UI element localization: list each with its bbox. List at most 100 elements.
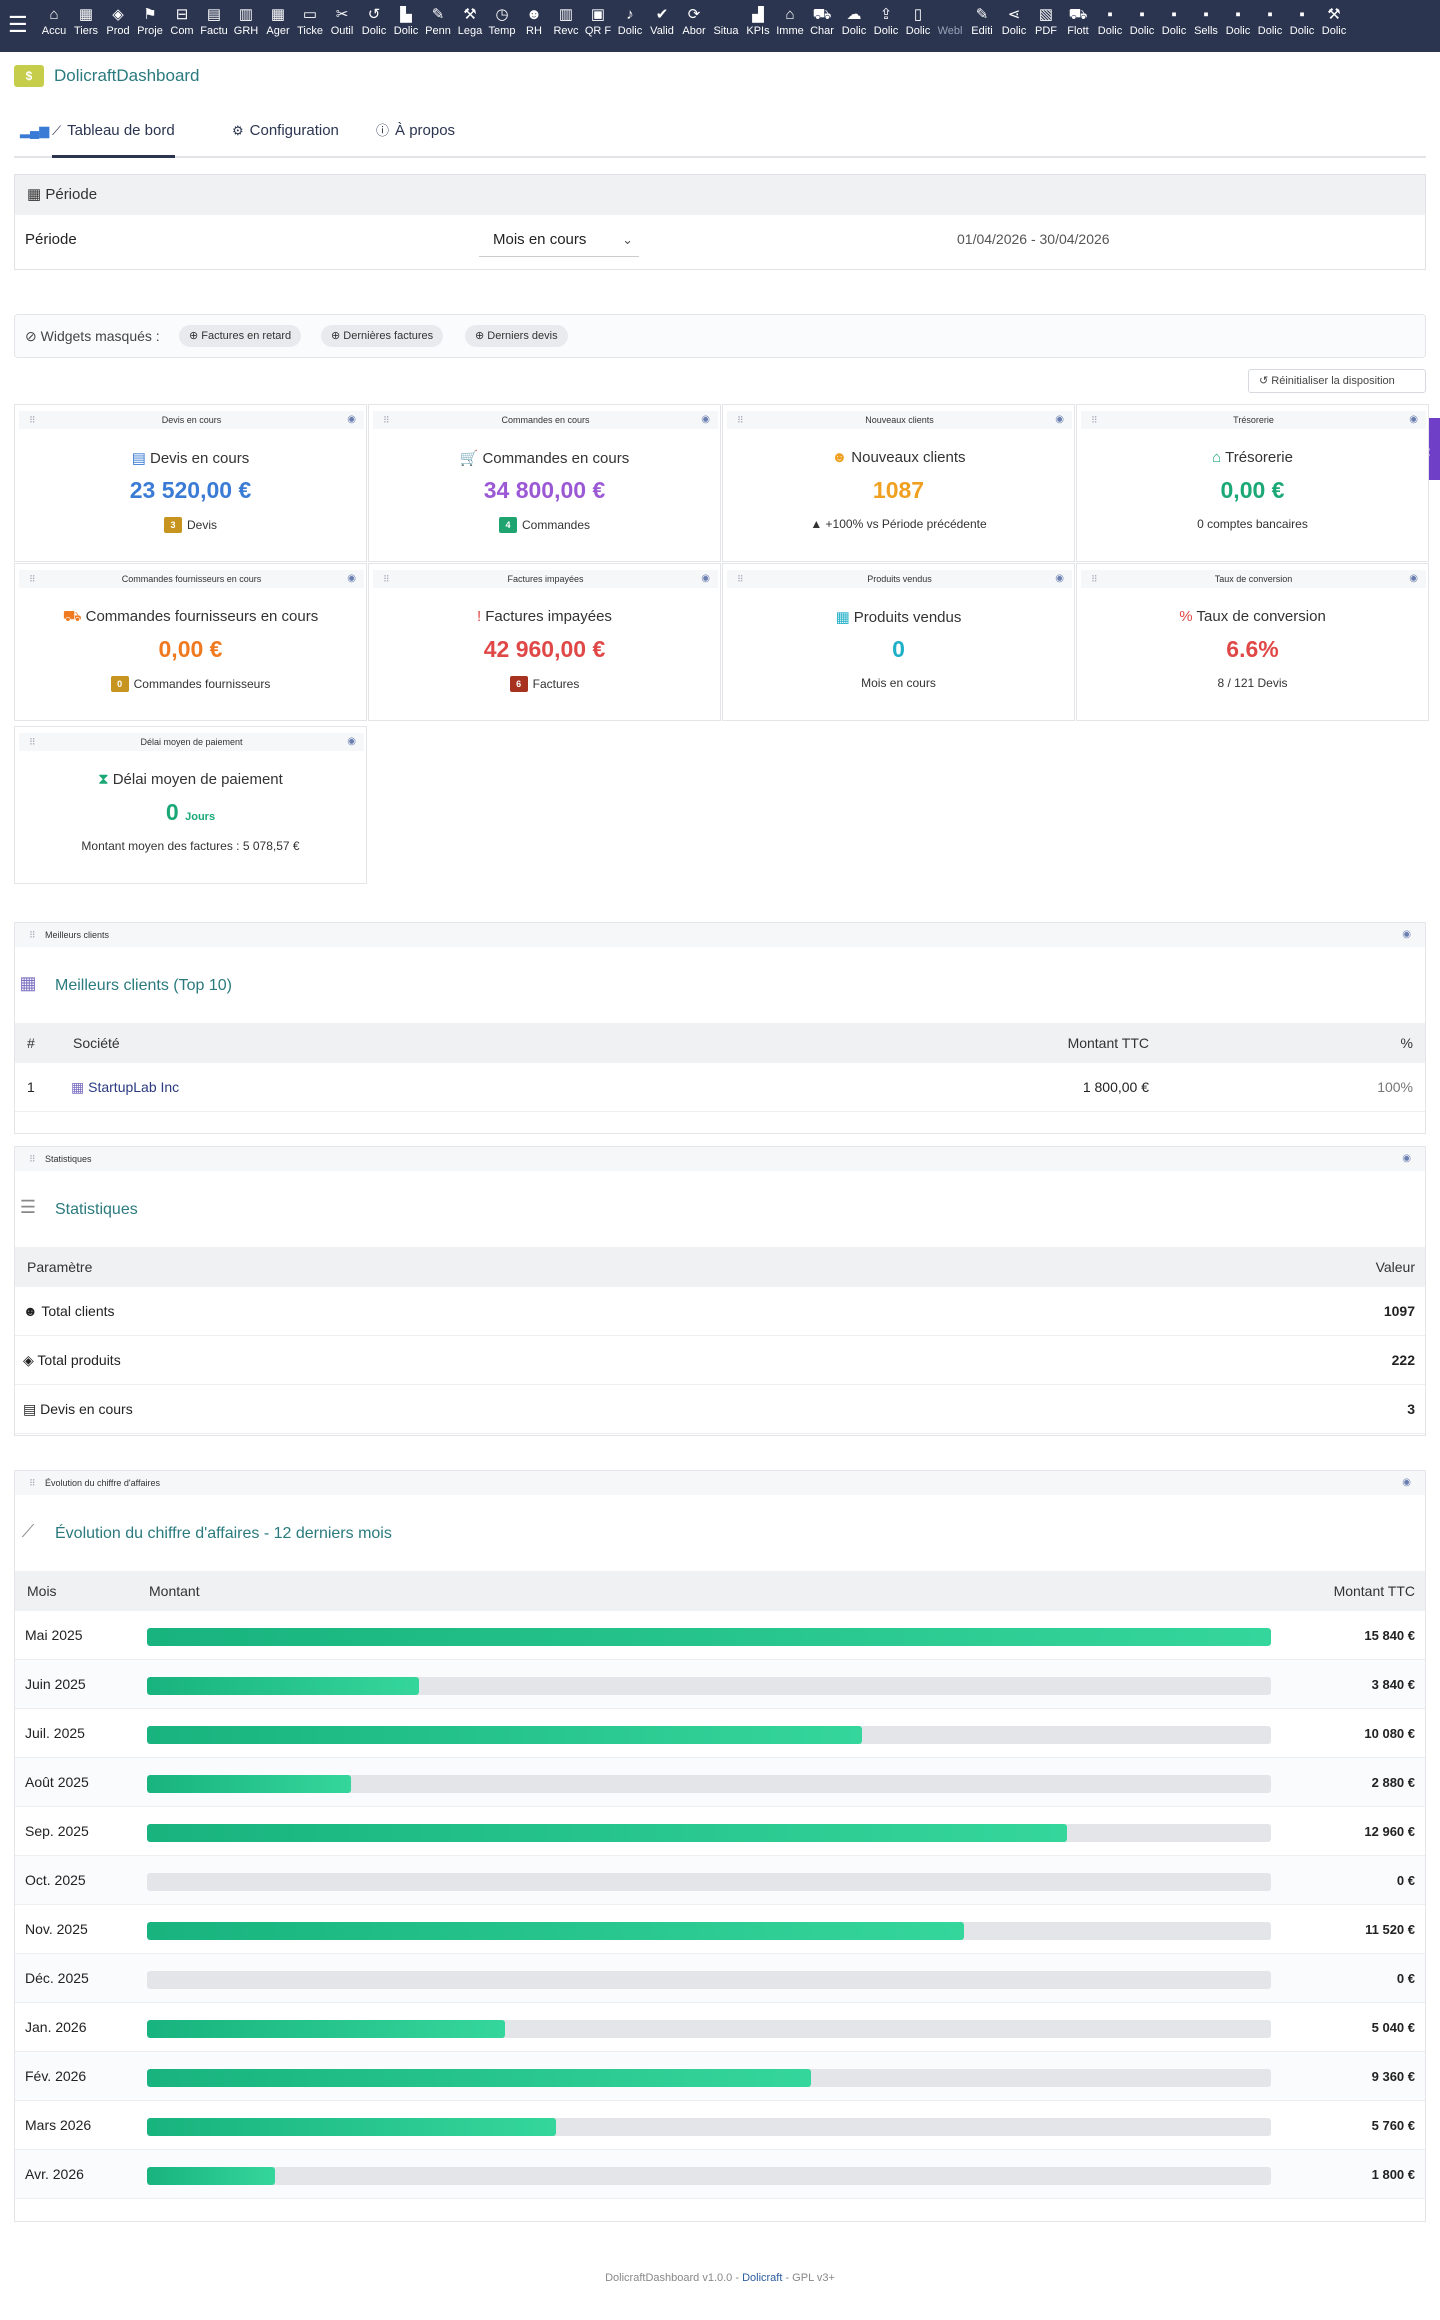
- revenue-bar-track: [147, 1628, 1271, 1646]
- top-menu-item[interactable]: ⚑ Proje: [134, 6, 166, 46]
- top-menu-item[interactable]: ▟ KPIs: [742, 6, 774, 46]
- eye-icon[interactable]: ◉: [1055, 573, 1064, 584]
- drag-handle-icon[interactable]: ⠿: [737, 574, 744, 584]
- revenue-amount: 0 €: [1396, 1971, 1415, 1986]
- revenue-header-label: Évolution du chiffre d'affaires: [45, 1478, 160, 1488]
- hidden-widget-chip[interactable]: ⊕ Factures en retard: [179, 325, 302, 347]
- top-menu-item[interactable]: ⚒ Dolic: [1318, 6, 1350, 46]
- reset-layout-button[interactable]: ↺ Réinitialiser la disposition: [1248, 369, 1426, 393]
- drag-handle-icon[interactable]: ⠿: [1091, 415, 1098, 425]
- eye-icon[interactable]: ◉: [347, 736, 356, 747]
- menu-burger-icon[interactable]: ☰: [8, 12, 28, 37]
- top-menu-item[interactable]: ⋖ Dolic: [998, 6, 1030, 46]
- eye-icon[interactable]: ◉: [347, 573, 356, 584]
- top-menu-item[interactable]: Webl: [934, 6, 966, 46]
- eye-icon[interactable]: ◉: [701, 414, 710, 425]
- top-menu-item[interactable]: ◷ Temp: [486, 6, 518, 46]
- kpi-widget: ⠿ Factures impayées ◉! Factures impayées 42 …: [368, 563, 721, 721]
- top-menu-item-label: Dolic: [905, 25, 931, 37]
- tab-configuration[interactable]: ⚙ Configuration: [232, 120, 339, 156]
- top-menu-item[interactable]: ⌂ Accu: [38, 6, 70, 46]
- top-menu-item[interactable]: ▤ Factu: [198, 6, 230, 46]
- tab-dashboard[interactable]: ⟋ Tableau de bord: [52, 120, 175, 158]
- client-link[interactable]: ▦ StartupLab Inc: [71, 1063, 179, 1111]
- top-menu-item-label: Dolic: [841, 25, 867, 37]
- footer-link[interactable]: Dolicraft: [742, 2272, 783, 2284]
- revenue-section: ⠿ Évolution du chiffre d'affaires ◉ ⟋ Évolu…: [14, 1470, 1426, 2222]
- best-clients-section: ⠿ Meilleurs clients ◉ ▦ Meilleurs clients (…: [14, 922, 1426, 1134]
- top-menu-item[interactable]: ▭ Ticke: [294, 6, 326, 46]
- top-menu-item[interactable]: ☻ RH: [518, 6, 550, 46]
- top-menu-item[interactable]: ▪ Dolic: [1126, 6, 1158, 46]
- revenue-bar: [147, 1628, 1271, 1646]
- drag-handle-icon[interactable]: ⠿: [29, 1154, 36, 1164]
- top-menu-item[interactable]: ◈ Prod: [102, 6, 134, 46]
- top-menu-item[interactable]: ⊟ Com: [166, 6, 198, 46]
- widget-title-label: Factures impayées: [485, 608, 612, 625]
- top-menu-item[interactable]: ⛟ Char: [806, 6, 838, 46]
- tab-stats-icon[interactable]: ▂▄▆: [20, 120, 55, 156]
- drag-handle-icon[interactable]: ⠿: [29, 1478, 36, 1488]
- top-menu-item[interactable]: ▦ Ager: [262, 6, 294, 46]
- top-menu-item[interactable]: ↺ Dolic: [358, 6, 390, 46]
- top-menu-item[interactable]: ▪ Dolic: [1254, 6, 1286, 46]
- top-menu-item[interactable]: ⌂ Imme: [774, 6, 806, 46]
- top-menu-item[interactable]: ⛟ Flott: [1062, 6, 1094, 46]
- widget-title: ! Factures impayées: [369, 608, 720, 625]
- eye-icon[interactable]: ◉: [347, 414, 356, 425]
- widget-value-text: 1087: [872, 477, 925, 503]
- drag-handle-icon[interactable]: ⠿: [29, 737, 36, 747]
- top-menu-item[interactable]: ▦ Tiers: [70, 6, 102, 46]
- top-menu-item[interactable]: ☁ Dolic: [838, 6, 870, 46]
- module-title[interactable]: DolicraftDashboard: [54, 66, 200, 85]
- top-menu-item-label: Tiers: [73, 25, 99, 37]
- drag-handle-icon[interactable]: ⠿: [383, 415, 390, 425]
- eye-icon[interactable]: ◉: [1409, 414, 1418, 425]
- eye-icon[interactable]: ◉: [1402, 929, 1411, 940]
- top-menu-item[interactable]: ⟳ Abor: [678, 6, 710, 46]
- top-menu-item[interactable]: ▪ Dolic: [1222, 6, 1254, 46]
- eye-icon[interactable]: ◉: [701, 573, 710, 584]
- chip-label: Dernières factures: [343, 330, 434, 342]
- hidden-widget-chip[interactable]: ⊕ Derniers devis: [465, 325, 568, 347]
- eye-icon[interactable]: ◉: [1402, 1153, 1411, 1164]
- top-menu-item[interactable]: ✎ Penn: [422, 6, 454, 46]
- drag-handle-icon[interactable]: ⠿: [737, 415, 744, 425]
- top-menu-item[interactable]: ▧ PDF: [1030, 6, 1062, 46]
- top-menu-item[interactable]: ▙ Dolic: [390, 6, 422, 46]
- top-menu-item[interactable]: ♪ Dolic: [614, 6, 646, 46]
- statistics-section: ⠿ Statistiques ◉ ☰ Statistiques Paramètre V…: [14, 1146, 1426, 1436]
- tab-about[interactable]: ⓘ À propos: [376, 120, 455, 156]
- top-menu-item[interactable]: ⚒ Lega: [454, 6, 486, 46]
- top-menu-item-label: Dolic: [393, 25, 419, 37]
- top-menu-item[interactable]: ✂ Outil: [326, 6, 358, 46]
- drag-handle-icon[interactable]: ⠿: [29, 930, 36, 940]
- top-menu-item[interactable]: ▯ Dolic: [902, 6, 934, 46]
- top-menu-item[interactable]: ▥ Revc: [550, 6, 582, 46]
- top-menu-item[interactable]: ▪ Dolic: [1286, 6, 1318, 46]
- cart-icon: 🛒: [459, 450, 479, 467]
- top-menu-item[interactable]: ✔ Valid: [646, 6, 678, 46]
- top-menu-item[interactable]: ▪ Sells: [1190, 6, 1222, 46]
- statistics-rows: ☻ Total clients 1097 ◈ Total produits 222 ▤ …: [15, 1287, 1425, 1434]
- widget-header-label: Devis en cours: [161, 415, 222, 425]
- eye-icon[interactable]: ◉: [1055, 414, 1064, 425]
- top-menu-item[interactable]: ▣ QR F: [582, 6, 614, 46]
- hidden-widget-chip[interactable]: ⊕ Dernières factures: [321, 325, 444, 347]
- top-menu-item[interactable]: ✎ Editi: [966, 6, 998, 46]
- eye-icon[interactable]: ◉: [1409, 573, 1418, 584]
- drag-handle-icon[interactable]: ⠿: [29, 574, 36, 584]
- top-menu-item[interactable]: ▪ Dolic: [1094, 6, 1126, 46]
- eye-icon[interactable]: ◉: [1402, 1477, 1411, 1488]
- period-select[interactable]: Mois en cours ⌄: [479, 223, 639, 257]
- top-menu-item[interactable]: ⇪ Dolic: [870, 6, 902, 46]
- drag-handle-icon[interactable]: ⠿: [383, 574, 390, 584]
- fleet-icon: ⛟: [1068, 6, 1088, 23]
- widget-badge: 0: [110, 676, 129, 692]
- top-menu-item[interactable]: ▪ Dolic: [1158, 6, 1190, 46]
- drag-handle-icon[interactable]: ⠿: [29, 415, 36, 425]
- top-menu-item[interactable]: ▥ GRH: [230, 6, 262, 46]
- top-menu-item[interactable]: Situa: [710, 6, 742, 46]
- widget-footer: 0 comptes bancaires: [1077, 517, 1428, 531]
- drag-handle-icon[interactable]: ⠿: [1091, 574, 1098, 584]
